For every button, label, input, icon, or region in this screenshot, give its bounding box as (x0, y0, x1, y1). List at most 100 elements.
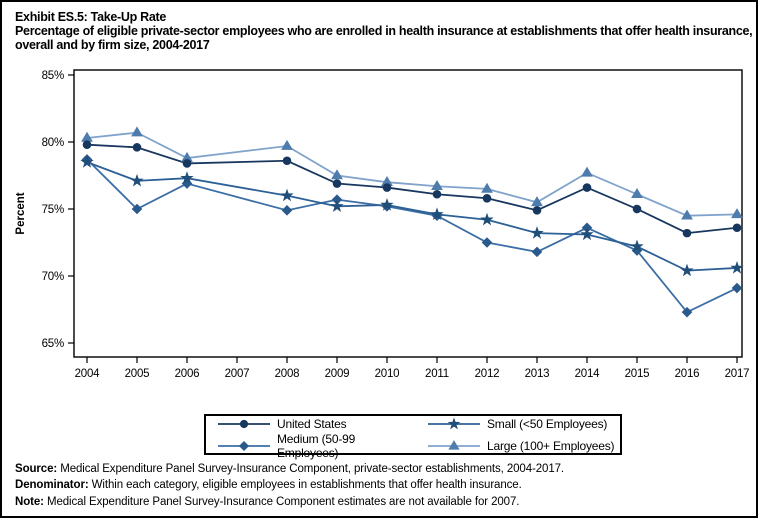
triangle-marker (181, 151, 193, 162)
series-markers-united-states (82, 140, 742, 238)
circle-marker (532, 206, 542, 215)
star-marker (330, 199, 344, 212)
x-tick-label: 2004 (75, 368, 101, 380)
legend-label: United States (277, 417, 347, 431)
x-tick-label: 2007 (225, 368, 250, 380)
diamond-marker (281, 205, 293, 216)
circle-marker (732, 223, 742, 233)
diamond-marker (531, 246, 543, 258)
triangle-legend-icon (428, 440, 480, 450)
denominator-text: Within each category, eligible employees… (88, 479, 522, 492)
star-marker (180, 171, 194, 184)
x-tick-label: 2011 (425, 368, 449, 380)
star-marker (630, 239, 644, 253)
circle-marker (682, 228, 692, 238)
diamond-marker (238, 440, 250, 452)
footer-notes: Source: Medical Expenditure Panel Survey… (15, 461, 755, 510)
diamond-marker (131, 203, 143, 215)
x-axis: 2004 2005 2006 2007 2008 2009 2010 2011 2012 2013… (75, 357, 750, 380)
series-line-large-100-employees (86, 131, 738, 217)
circle-legend-icon (218, 419, 270, 429)
star-marker (430, 207, 444, 221)
circle-marker (182, 159, 192, 168)
x-tick-label: 2010 (375, 368, 400, 380)
star-marker (280, 188, 294, 202)
star-marker (447, 417, 461, 430)
triangle-marker (81, 131, 93, 142)
triangle-marker (281, 139, 293, 150)
y-tick-label: 75% (42, 204, 64, 216)
star-marker (530, 226, 544, 239)
series-markers-large-100-employees (81, 126, 743, 220)
y-tick-label: 65% (42, 338, 64, 350)
legend-item-medium-50-99-employees: Medium (50-99 Employees) (206, 432, 416, 460)
y-tick-label: 80% (42, 137, 64, 149)
x-tick-label: 2008 (275, 368, 300, 380)
circle-marker (282, 156, 292, 166)
x-tick-label: 2006 (175, 368, 200, 380)
legend-label: Large (100+ Employees) (487, 439, 615, 453)
title-block: Exhibit ES.5: Take-Up Rate Percentage of… (15, 10, 753, 52)
legend-label: Small (<50 Employees) (487, 417, 608, 431)
y-tick-label: 85% (42, 70, 64, 82)
y-tick-label: 70% (42, 271, 64, 283)
x-tick-label: 2009 (325, 368, 350, 380)
series-markers-small-50-employees (80, 155, 744, 277)
source-note: Source: Medical Expenditure Panel Survey… (15, 461, 755, 477)
x-tick-label: 2012 (475, 368, 500, 380)
circle-marker (82, 140, 92, 149)
star-marker (130, 173, 144, 187)
triangle-marker (681, 209, 693, 220)
y-axis-title: Percent (15, 192, 27, 234)
denominator-note: Denominator: Within each category, eligi… (15, 477, 755, 493)
legend-label: Medium (50-99 Employees) (277, 432, 356, 460)
circle-marker (482, 193, 492, 203)
star-marker (680, 263, 694, 277)
exhibit-subtitle: Percentage of eligible private-sector em… (15, 24, 753, 53)
legend-item-large-100-employees: Large (100+ Employees) (416, 432, 620, 460)
circle-marker (432, 189, 442, 199)
triangle-marker (531, 196, 543, 207)
source-label: Source: (15, 463, 58, 475)
diamond-marker (681, 306, 693, 318)
source-text: Medical Expenditure Panel Survey-Insuran… (57, 463, 565, 475)
star-legend-icon (428, 417, 480, 430)
diamond-legend-icon (218, 440, 270, 452)
diamond-marker (731, 282, 743, 294)
x-tick-label: 2013 (525, 368, 550, 380)
triangle-marker (481, 182, 493, 193)
plot-border (73, 69, 743, 358)
legend-item-small-50-employees: Small (<50 Employees) (416, 416, 620, 432)
x-tick-label: 2005 (125, 368, 150, 380)
diamond-marker (481, 237, 493, 248)
availability-note: Note: Medical Expenditure Panel Survey-I… (15, 494, 755, 510)
triangle-marker (581, 166, 593, 177)
circle-marker (132, 143, 142, 152)
triangle-marker (431, 180, 443, 191)
x-tick-label: 2014 (575, 368, 601, 380)
star-marker (580, 227, 594, 241)
triangle-marker (131, 126, 143, 137)
circle-marker (632, 204, 642, 214)
triangle-marker (631, 188, 643, 199)
exhibit-title: Exhibit ES.5: Take-Up Rate (15, 10, 167, 24)
circle-marker (582, 183, 592, 192)
triangle-marker (381, 176, 393, 186)
x-tick-label: 2015 (625, 368, 650, 380)
circle-marker (332, 179, 342, 188)
y-axis: 65% 70% 75% 80% 85% Percent (15, 70, 74, 350)
circle-marker (239, 419, 249, 429)
denominator-label: Denominator: (15, 479, 89, 492)
note-text: Medical Expenditure Panel Survey-Insuran… (43, 495, 520, 508)
star-marker (730, 260, 744, 274)
star-marker (80, 155, 94, 168)
circle-marker (382, 183, 392, 192)
star-marker (380, 197, 394, 211)
x-tick-label: 2017 (725, 368, 750, 380)
triangle-marker (331, 169, 343, 180)
note-label: Note: (15, 495, 44, 508)
star-marker (480, 212, 494, 226)
chart-legend: United States Small (<50 Employees) Medium… (204, 414, 622, 460)
